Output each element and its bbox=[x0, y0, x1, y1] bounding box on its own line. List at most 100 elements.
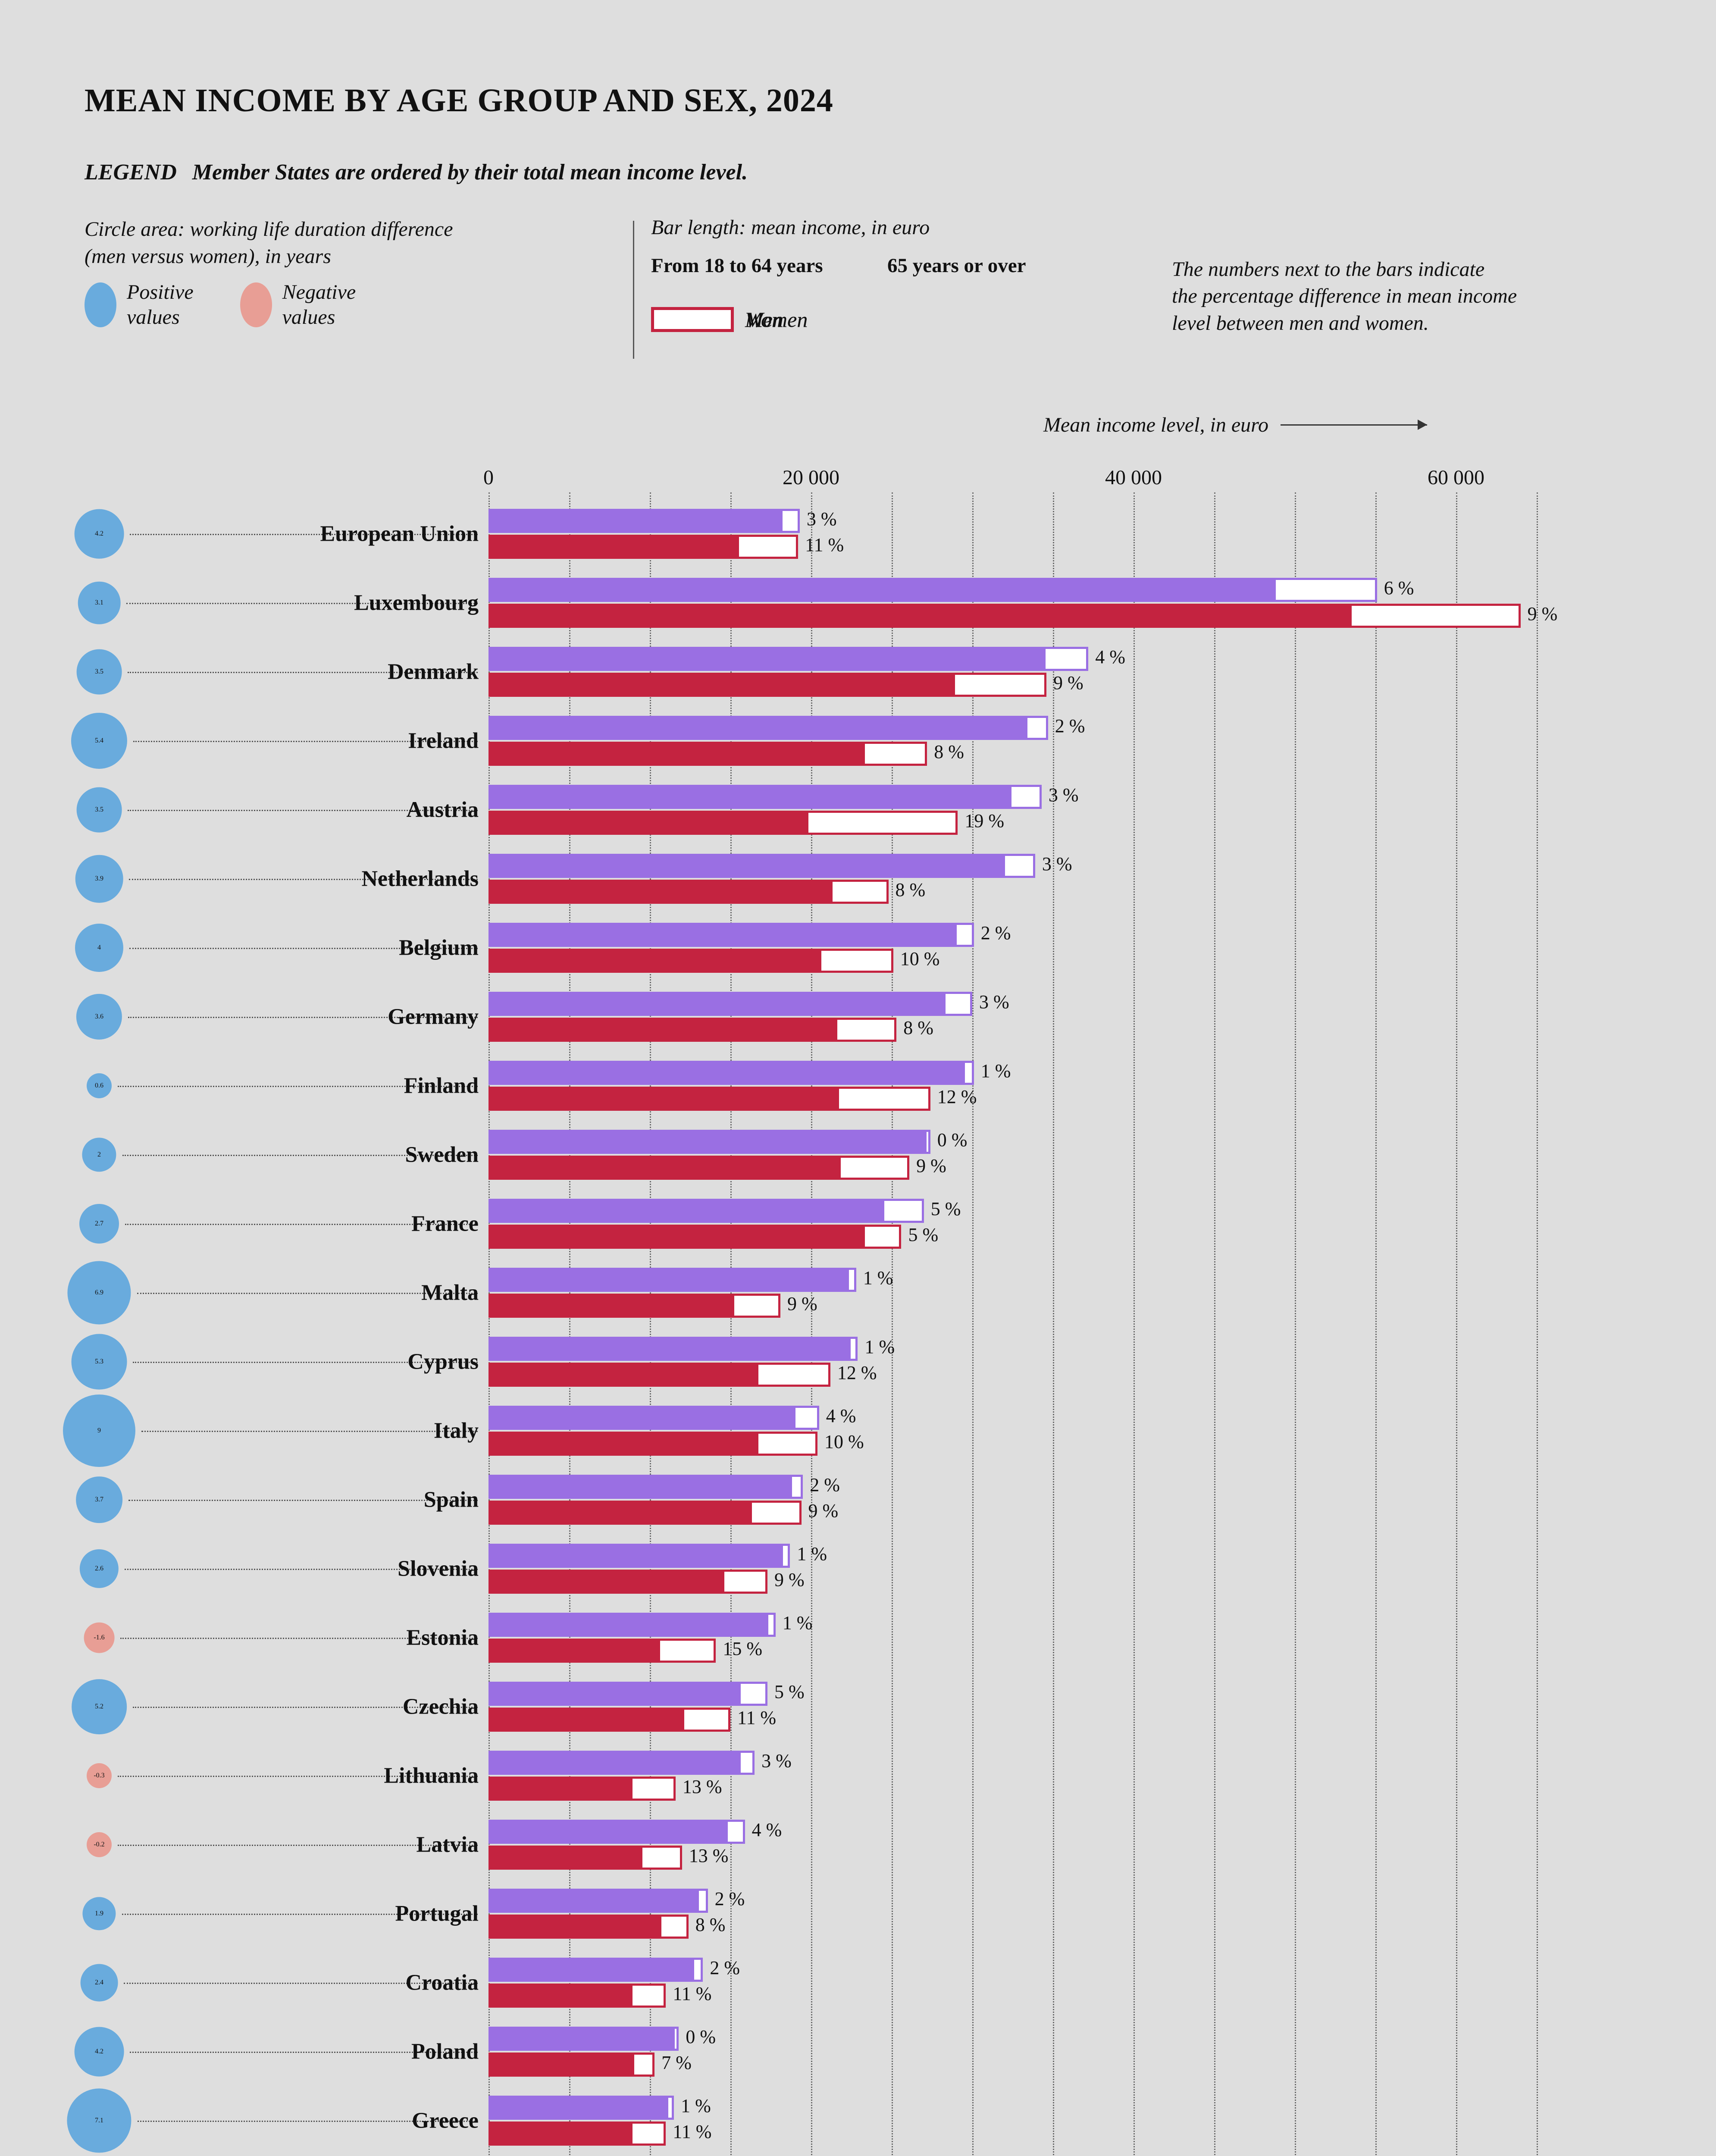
pct-diff-65-plus: 8 % bbox=[903, 1017, 933, 1038]
country-label: Luxembourg bbox=[354, 590, 479, 615]
legend-right-note-line2: the percentage difference in mean income bbox=[1172, 285, 1517, 308]
positive-value-circle bbox=[87, 1073, 112, 1098]
legend-right-note-line3: level between men and women. bbox=[1172, 311, 1429, 335]
pct-diff-65-plus: 7 % bbox=[661, 2052, 692, 2073]
legend-ordering-note: Member States are ordered by their total… bbox=[192, 160, 748, 185]
legend-negative-label: Negative values bbox=[282, 280, 356, 330]
page-title: MEAN INCOME BY AGE GROUP AND SEX, 2024 bbox=[85, 82, 833, 119]
chart-row: 4.2 European Union 3 % 11 % bbox=[0, 499, 1716, 568]
pct-diff-18-64: 4 % bbox=[826, 1405, 856, 1426]
x-axis-arrow-icon bbox=[1281, 420, 1428, 430]
negative-value-circle bbox=[87, 1763, 112, 1788]
chart-row: 7.1 Greece 1 % 11 % bbox=[0, 2086, 1716, 2155]
leader-line bbox=[125, 1569, 478, 1570]
working-life-difference-cell: 5.4 bbox=[0, 706, 198, 775]
legend-women-18-64-label: Women bbox=[745, 307, 808, 332]
legend-positive-swatch: Positive values bbox=[85, 280, 194, 330]
working-life-difference-value: 2.6 bbox=[95, 1565, 103, 1572]
leader-line bbox=[130, 2052, 478, 2053]
bar-women-65-plus bbox=[488, 1156, 874, 1180]
country-label: Lithuania bbox=[384, 1763, 479, 1788]
chart-row: 4.2 Poland 0 % 7 % bbox=[0, 2017, 1716, 2086]
bar-men-18-64 bbox=[725, 1820, 745, 1844]
working-life-difference-value: 1.9 bbox=[95, 1910, 103, 1917]
working-life-difference-cell: 5.2 bbox=[0, 1672, 198, 1741]
leader-line bbox=[122, 1155, 478, 1156]
bar-women-18-64 bbox=[488, 1751, 747, 1775]
bar-men-65-plus bbox=[632, 2053, 655, 2077]
legend-negative-line2: values bbox=[282, 306, 335, 329]
country-label-cell: European Union bbox=[198, 499, 479, 568]
working-life-difference-value: 2.4 bbox=[95, 1979, 103, 1986]
legend-men-65-plus: Men bbox=[651, 285, 1716, 354]
country-label: Estonia bbox=[406, 1625, 479, 1650]
bar-women-18-64 bbox=[488, 1406, 806, 1430]
bar-men-18-64 bbox=[766, 1613, 776, 1637]
working-life-difference-cell: 3.5 bbox=[0, 775, 198, 844]
bar-women-65-plus bbox=[488, 1501, 776, 1525]
legend-right-note-line1: The numbers next to the bars indicate bbox=[1172, 258, 1485, 281]
chart-row: 4 Belgium 2 % 10 % bbox=[0, 913, 1716, 982]
working-life-difference-value: 3.5 bbox=[95, 806, 103, 813]
bar-men-18-64 bbox=[790, 1475, 803, 1499]
gridline bbox=[730, 492, 732, 2156]
country-label-cell: Latvia bbox=[198, 1810, 479, 1879]
bar-men-18-64 bbox=[848, 1337, 858, 1361]
country-label: Ireland bbox=[408, 728, 479, 753]
positive-value-circle bbox=[71, 712, 128, 769]
gridline bbox=[1375, 492, 1377, 2156]
legend-group2-head: 65 years or over bbox=[887, 254, 1026, 277]
working-life-difference-cell: 2.7 bbox=[0, 1189, 198, 1258]
pct-diff-65-plus: 11 % bbox=[673, 1983, 712, 2004]
positive-circle-icon bbox=[85, 282, 116, 327]
pct-diff-65-plus: 10 % bbox=[900, 948, 940, 969]
bar-men-18-64 bbox=[673, 2027, 679, 2051]
bar-women-65-plus bbox=[488, 2053, 644, 2077]
country-label-cell: Italy bbox=[198, 1396, 479, 1465]
bar-women-65-plus bbox=[488, 742, 895, 766]
bar-women-65-plus bbox=[488, 604, 1435, 628]
pct-diff-18-64: 3 % bbox=[979, 991, 1009, 1012]
bar-men-18-64 bbox=[780, 509, 800, 533]
bar-men-65-plus bbox=[736, 535, 799, 559]
country-label-cell: Malta bbox=[198, 1258, 479, 1327]
country-label: Italy bbox=[434, 1418, 479, 1443]
leader-line bbox=[132, 1707, 478, 1708]
bar-women-18-64 bbox=[488, 1613, 773, 1637]
bar-men-65-plus bbox=[953, 673, 1047, 697]
leader-line bbox=[118, 1845, 478, 1846]
pct-diff-65-plus: 5 % bbox=[908, 1224, 939, 1245]
working-life-difference-cell: 9 bbox=[0, 1395, 198, 1467]
negative-value-circle bbox=[87, 1832, 112, 1857]
country-label: Denmark bbox=[388, 659, 479, 684]
pct-diff-18-64: 3 % bbox=[806, 508, 837, 530]
working-life-difference-value: 2 bbox=[97, 1151, 101, 1158]
bar-women-65-plus bbox=[488, 1708, 706, 1732]
pct-diff-18-64: 4 % bbox=[1095, 646, 1125, 667]
working-life-difference-value: 4.2 bbox=[95, 530, 103, 537]
chart-row: 3.9 Netherlands 3 % 8 % bbox=[0, 844, 1716, 913]
pct-diff-18-64: 1 % bbox=[782, 1612, 813, 1633]
working-life-difference-cell: -1.6 bbox=[0, 1603, 198, 1672]
bar-women-65-plus bbox=[488, 2122, 648, 2146]
country-label-cell: Netherlands bbox=[198, 844, 479, 913]
leader-line bbox=[129, 948, 478, 949]
leader-line bbox=[137, 1293, 478, 1294]
bar-men-65-plus bbox=[819, 949, 893, 973]
legend-men-65-plus-label: Men bbox=[745, 307, 783, 332]
pct-diff-65-plus: 13 % bbox=[689, 1845, 729, 1866]
bar-men-65-plus bbox=[756, 1363, 830, 1387]
bar-men-18-64 bbox=[692, 1958, 703, 1982]
working-life-difference-cell: 5.3 bbox=[0, 1327, 198, 1396]
legend-bar-caption: Bar length: mean income, in euro bbox=[651, 216, 930, 239]
bar-men-65-plus bbox=[756, 1432, 817, 1456]
x-axis-top-ticks: 0 20 000 40 000 60 000 bbox=[0, 466, 1716, 496]
country-label-cell: Cyprus bbox=[198, 1327, 479, 1396]
country-label-cell: Estonia bbox=[198, 1603, 479, 1672]
chart-row: -0.2 Latvia 4 % 13 % bbox=[0, 1810, 1716, 1879]
bar-women-18-64 bbox=[488, 1130, 930, 1154]
pct-diff-65-plus: 9 % bbox=[808, 1500, 839, 1521]
bar-women-18-64 bbox=[488, 647, 1066, 671]
pct-diff-65-plus: 11 % bbox=[673, 2121, 712, 2142]
legend-group1-head: From 18 to 64 years bbox=[651, 254, 823, 277]
